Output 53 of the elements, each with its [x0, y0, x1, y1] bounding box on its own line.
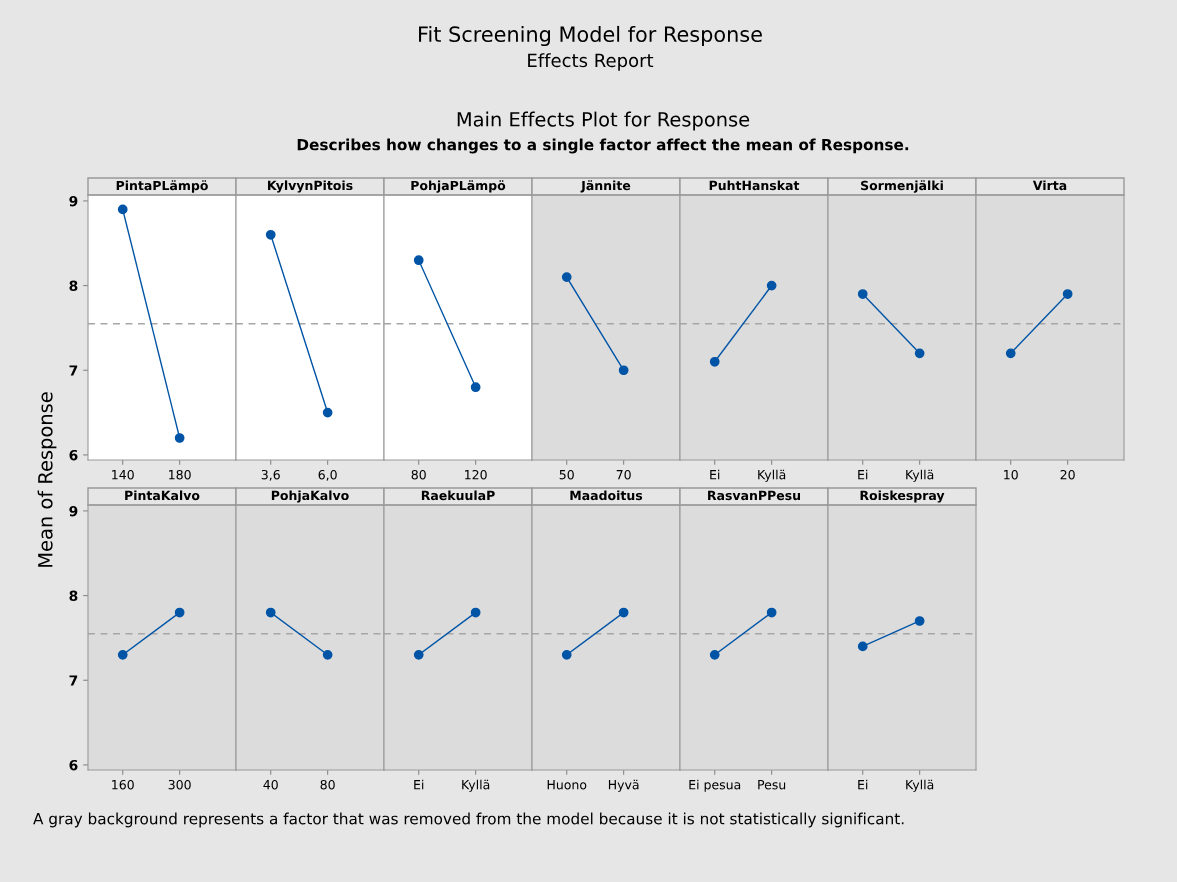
x-tick-label: Pesu	[758, 780, 786, 790]
x-tick-label: Ei	[858, 469, 868, 480]
y-tick-label: 9	[69, 195, 78, 207]
x-tick-label: 40	[263, 779, 278, 790]
x-tick-label: 140	[112, 469, 134, 480]
x-tick-label: Kyllä	[758, 469, 786, 482]
x-tick-label: 10	[1004, 469, 1018, 480]
x-tick-label: 80	[320, 779, 335, 790]
chart-title: PintaKalvo	[125, 490, 200, 501]
chart-title: PintaPLämpö	[116, 180, 208, 193]
x-tick-label: 3,6	[261, 469, 280, 481]
x-tick-label: Hyvä	[608, 779, 639, 792]
chart-title: KylvynPitois	[268, 180, 353, 193]
chart-title: Sormenjälki	[861, 180, 943, 193]
x-tick-label: 20	[1060, 469, 1075, 480]
x-tick-label: Ei	[710, 469, 720, 480]
x-tick-label: Ei	[858, 779, 868, 790]
text: Describes how changes to a single factor affect the mean of Response.	[297, 138, 909, 154]
chart-title: Virta	[1032, 180, 1067, 191]
y-tick-label: 6	[69, 449, 78, 461]
text: Fit Screening Model for Response	[419, 25, 762, 47]
chart-title: Jännite	[580, 180, 631, 193]
x-tick-label: 180	[169, 469, 191, 480]
chart-title: Maadoitus	[570, 490, 643, 501]
chart-title: RasvanPPesu	[708, 490, 801, 501]
x-tick-label: Ei	[414, 779, 424, 790]
x-tick-label: Kyllä	[906, 779, 934, 792]
y-tick-label: 8	[69, 280, 78, 292]
text: A gray background represents a factor that was removed from the model because it is not statistically significant.	[33, 812, 904, 828]
chart-title: PohjaPLämpö	[411, 180, 506, 193]
chart-title: RaekuulaP	[421, 490, 495, 501]
x-tick-label: 120	[465, 469, 487, 480]
x-tick-label: Ei pesua	[689, 779, 741, 792]
x-tick-label: 300	[168, 779, 191, 790]
text: Main Effects Plot for Response	[457, 111, 750, 131]
x-tick-label: 160	[112, 779, 134, 790]
x-tick-label: Kyllä	[462, 779, 490, 792]
y-axis-title: Mean of Response	[37, 392, 57, 567]
text: Effects Report	[528, 53, 654, 71]
x-tick-label: 80	[411, 469, 426, 480]
x-tick-label: 50	[559, 469, 574, 480]
y-tick-label: 6	[69, 759, 78, 771]
x-tick-label: Kyllä	[906, 469, 934, 482]
y-tick-label: 8	[69, 590, 78, 602]
x-tick-label: 6,0	[318, 469, 337, 481]
chart-title: PohjaKalvo	[271, 490, 349, 503]
y-tick-label: 9	[69, 505, 78, 517]
y-tick-label: 7	[69, 675, 78, 686]
y-tick-label: 7	[69, 365, 78, 376]
chart-title: Roiskespray	[860, 490, 945, 503]
x-tick-label: 70	[616, 469, 631, 480]
chart-title: PuhtHanskat	[709, 180, 800, 191]
x-tick-label: Huono	[547, 780, 587, 790]
